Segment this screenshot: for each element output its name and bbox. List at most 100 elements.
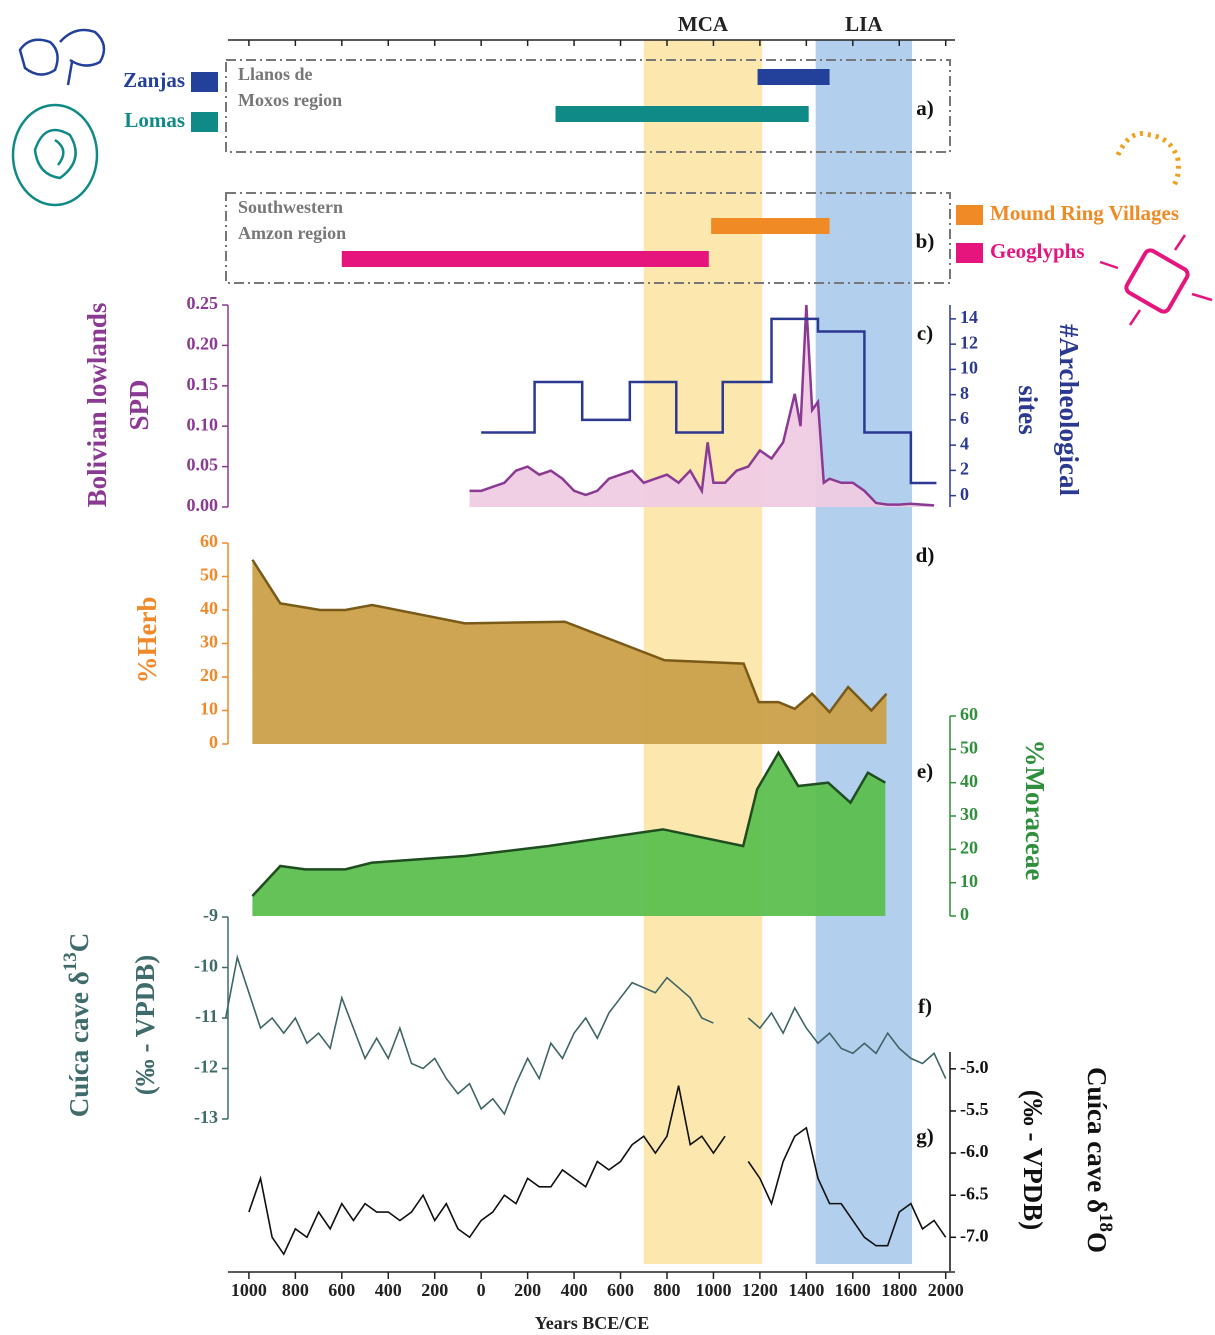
zanjas-icon [20,30,104,85]
legend-label: Zanjas [123,68,185,92]
region-label: Amzon region [238,223,346,243]
area-fill [252,753,885,916]
y-tick-label: -9 [203,905,218,925]
geoglyph-icon [1124,248,1190,314]
y-tick-label: 30 [200,632,218,652]
y-tick-label: -13 [194,1107,218,1127]
period-bar [711,218,829,234]
axis-title: Cuíca cave δ13C [60,933,94,1117]
axis-title: #Archeological [1054,324,1084,496]
y-tick-label: -10 [194,956,218,976]
lomas-icon-detail [35,130,76,178]
period-bar [758,69,830,85]
period-band [816,40,912,1264]
panel-label: f) [918,994,932,1018]
y2-tick-label: -7.0 [960,1225,989,1245]
legend-swatch [956,243,983,263]
x-tick-label: 1000 [695,1280,731,1300]
axis-title: (‰ - VPDB) [1018,1090,1048,1230]
y2-tick-label: 0 [960,484,969,504]
x-tick-label: 1600 [835,1280,871,1300]
y-tick-label: 40 [200,598,218,618]
page: Years BCE/CE MCALIA100080060040020002004… [0,0,1215,1335]
axis-title: Bolivian lowlands [82,303,112,508]
panel-label: c) [917,321,933,345]
y2-tick-label: 40 [960,771,978,791]
y2-tick-label: 2 [960,459,969,479]
panel-label: d) [916,543,935,567]
y-tick-label: 0.05 [187,455,219,475]
y2-tick-label: 0 [960,904,969,924]
axis-title: (‰ - VPDB) [130,955,160,1095]
y-tick-label: 0.15 [187,374,219,394]
legend-label: Lomas [124,108,185,132]
y2-tick-label: 50 [960,737,978,757]
region-label: Llanos de [238,64,313,84]
x-tick-label: 1400 [788,1280,824,1300]
axis-title: sites [1013,385,1043,435]
x-tick-label: 400 [561,1280,588,1300]
panel-label: a) [916,96,934,120]
y-tick-label: 0.25 [187,293,219,313]
legend-swatch [191,112,218,132]
area-fill [252,560,886,744]
panel-label: e) [917,759,933,783]
y2-tick-label: 20 [960,837,978,857]
axis-title-part: O [1082,1232,1112,1253]
y2-tick-label: 6 [960,408,969,428]
y2-tick-label: -6.0 [960,1141,989,1161]
axis-title: SPD [124,379,154,430]
axis-title-part: 13 [60,952,81,971]
y-tick-label: -11 [195,1006,218,1026]
y2-tick-label: 10 [960,871,978,891]
period-bar [555,106,808,122]
legend-label: Geoglyphs [990,239,1085,263]
axis-title-part: Cuíca cave δ [64,971,94,1117]
y2-tick-label: 14 [960,307,978,327]
region-label: Moxos region [238,90,342,110]
axis-title-part: Cuíca cave δ [1082,1067,1112,1213]
x-tick-label: 1800 [881,1280,917,1300]
x-tick-label: 400 [375,1280,402,1300]
x-tick-label: 200 [514,1280,541,1300]
y2-tick-label: -6.5 [960,1183,989,1203]
ring-village-icon [1118,134,1178,188]
y2-tick-label: -5.0 [960,1057,989,1077]
x-tick-label: 800 [653,1280,680,1300]
y2-tick-label: 60 [960,704,978,724]
y2-tick-label: 12 [960,332,978,352]
y-tick-label: 20 [200,665,218,685]
period-label: LIA [845,12,883,36]
y-tick-label: 10 [200,699,218,719]
period-bar [342,251,709,267]
axis-title-part: C [64,933,94,953]
x-tick-label: 0 [477,1280,486,1300]
x-tick-label: 1000 [231,1280,267,1300]
y-tick-label: 0.20 [187,334,219,354]
y2-tick-label: 8 [960,383,969,403]
x-tick-label: 600 [328,1280,355,1300]
panel-label: g) [916,1124,934,1148]
geoglyph-icon-lines [1100,235,1212,325]
axis-title: Cuíca cave δ18O [1082,1067,1116,1253]
y-tick-label: 50 [200,565,218,585]
chart: Years BCE/CE MCALIA100080060040020002004… [0,0,1215,1335]
legend-swatch [956,205,983,225]
y2-tick-label: 30 [960,804,978,824]
y-tick-label: 0.10 [187,414,219,434]
region-label: Southwestern [238,197,343,217]
x-tick-label: 200 [421,1280,448,1300]
x-tick-label: 800 [282,1280,309,1300]
y-tick-label: 60 [200,531,218,551]
y2-tick-label: 4 [960,433,969,453]
x-tick-label: 2000 [928,1280,964,1300]
y2-tick-label: -5.5 [960,1099,989,1119]
y-tick-label: 0.00 [187,495,219,515]
period-label: MCA [678,12,729,36]
lomas-icon [13,105,97,205]
axis-title-part: 18 [1095,1213,1116,1232]
y-tick-label: -12 [194,1057,218,1077]
axis-title: %Moraceae [1020,740,1050,881]
x-tick-label: 600 [607,1280,634,1300]
legend-swatch [191,72,218,92]
